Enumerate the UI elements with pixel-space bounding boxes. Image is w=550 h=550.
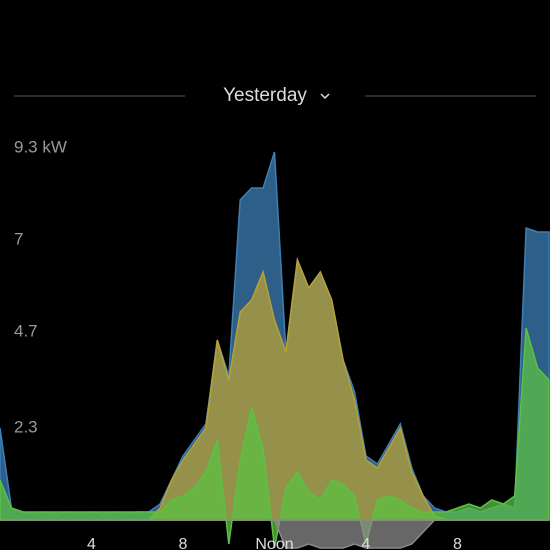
x-tick-label: 8 <box>179 536 188 550</box>
series-area <box>0 519 549 549</box>
x-tick-label: 4 <box>362 536 371 550</box>
x-tick-label: 4 <box>87 536 96 550</box>
x-tick-label: Noon <box>255 536 293 550</box>
y-tick-label: 4.7 <box>14 321 38 340</box>
x-tick-label: 8 <box>453 536 462 550</box>
chevron-icon[interactable] <box>320 93 330 100</box>
y-tick-label: 7 <box>14 229 23 248</box>
series-area <box>0 327 550 549</box>
period-selector[interactable]: Yesterday <box>223 85 307 106</box>
y-tick-label: 9.3 kW <box>14 137 67 156</box>
y-tick-label: 2.3 <box>14 417 38 436</box>
